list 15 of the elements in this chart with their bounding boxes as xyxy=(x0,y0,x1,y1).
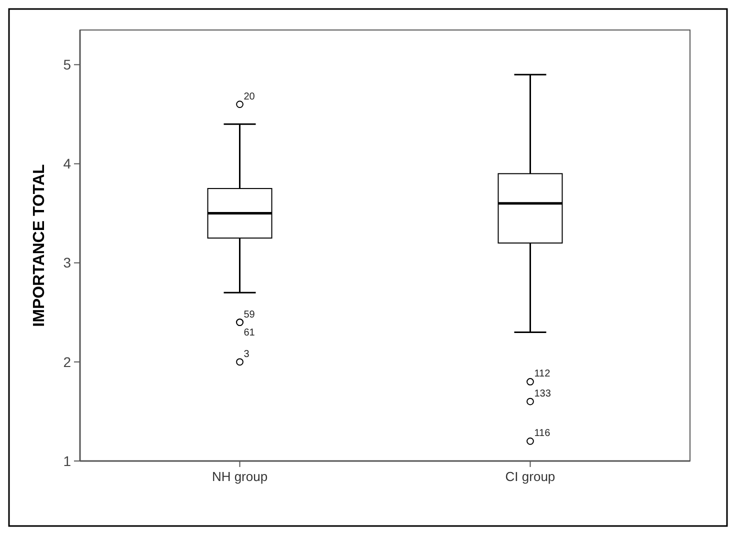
y-tick-label: 3 xyxy=(63,254,72,271)
x-tick-label: CI group xyxy=(505,469,556,484)
y-tick-label: 2 xyxy=(63,354,72,370)
y-tick-label: 1 xyxy=(63,452,72,469)
annotation: 59 xyxy=(244,309,256,320)
y-tick-label: 5 xyxy=(63,56,72,73)
annotation: 20 xyxy=(244,91,256,102)
annotation: 133 xyxy=(534,388,552,400)
y-tick-label: 4 xyxy=(63,156,72,172)
annotation: 3 xyxy=(244,348,250,360)
y-axis-title: IMPORTANCE TOTAL xyxy=(31,164,48,327)
x-tick-label: NH group xyxy=(212,469,268,484)
annotation: 61 xyxy=(244,327,256,338)
annotation: 116 xyxy=(534,428,551,440)
annotation: 112 xyxy=(534,368,551,380)
